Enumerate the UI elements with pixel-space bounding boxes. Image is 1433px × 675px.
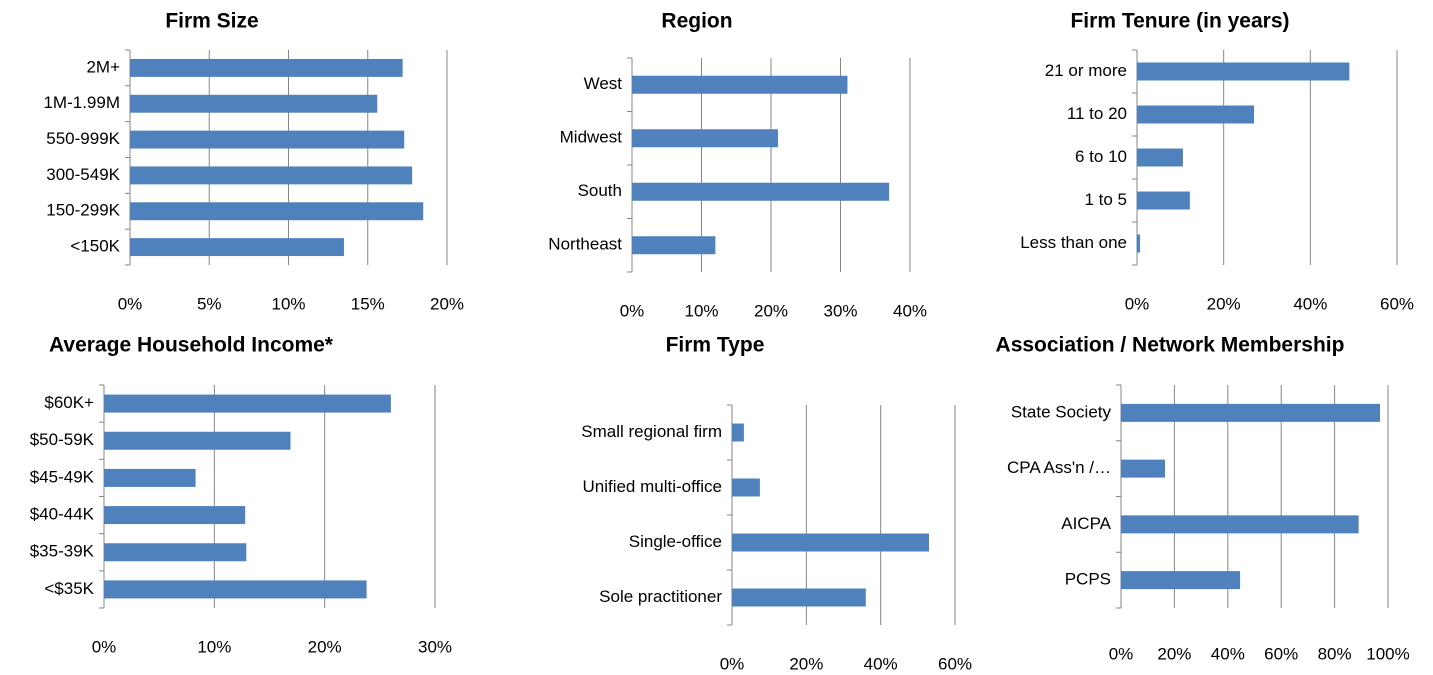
bar bbox=[130, 238, 344, 257]
bar bbox=[1137, 234, 1141, 253]
y-tick-label: 6 to 10 bbox=[1075, 147, 1127, 166]
bar bbox=[130, 166, 413, 185]
y-tick-label: Northeast bbox=[548, 235, 622, 254]
y-tick-label: West bbox=[584, 74, 623, 93]
x-tick-label: 5% bbox=[197, 294, 222, 313]
bar bbox=[1121, 459, 1166, 478]
y-tick-label: Midwest bbox=[560, 128, 623, 147]
y-tick-label: 1M-1.99M bbox=[43, 93, 120, 112]
bar bbox=[732, 478, 760, 497]
bar bbox=[130, 130, 405, 149]
bar bbox=[130, 58, 403, 77]
x-tick-label: 60% bbox=[1264, 644, 1298, 663]
x-tick-label: 60% bbox=[938, 654, 972, 673]
x-tick-label: 40% bbox=[1211, 644, 1245, 663]
x-tick-label: 60% bbox=[1380, 294, 1414, 313]
y-tick-label: 2M+ bbox=[86, 57, 120, 76]
y-tick-label: <$35K bbox=[44, 579, 94, 598]
x-tick-label: 15% bbox=[351, 294, 385, 313]
bar bbox=[1121, 571, 1241, 590]
y-tick-label: Small regional firm bbox=[581, 422, 722, 441]
x-tick-label: 0% bbox=[720, 654, 745, 673]
bar bbox=[130, 202, 424, 221]
x-tick-label: 30% bbox=[418, 637, 452, 656]
bar bbox=[104, 394, 391, 413]
y-tick-label: AICPA bbox=[1061, 514, 1111, 533]
y-tick-label: $40-44K bbox=[30, 505, 95, 524]
y-tick-label: Unified multi-office bbox=[582, 477, 722, 496]
bar bbox=[1121, 403, 1380, 422]
x-tick-label: 40% bbox=[864, 654, 898, 673]
x-tick-label: 20% bbox=[1207, 294, 1241, 313]
bar bbox=[1121, 515, 1359, 534]
bar bbox=[1137, 191, 1190, 210]
chart-title: Association / Network Membership bbox=[996, 334, 1345, 357]
bar bbox=[104, 580, 367, 599]
x-tick-label: 40% bbox=[893, 301, 927, 320]
x-tick-label: 30% bbox=[823, 301, 857, 320]
x-tick-label: 100% bbox=[1366, 644, 1409, 663]
chart-title: Firm Tenure (in years) bbox=[1070, 10, 1289, 33]
x-tick-label: 20% bbox=[430, 294, 464, 313]
bar bbox=[632, 182, 890, 201]
bar bbox=[1137, 62, 1350, 81]
bar bbox=[1137, 148, 1183, 167]
y-tick-label: $60K+ bbox=[44, 393, 94, 412]
y-tick-label: 550-999K bbox=[46, 129, 120, 148]
y-tick-label: $35-39K bbox=[30, 542, 95, 561]
y-tick-label: CPA Ass'n /… bbox=[1007, 458, 1111, 477]
chart-title: Average Household Income* bbox=[49, 334, 334, 357]
y-tick-label: $50-59K bbox=[30, 430, 95, 449]
bar bbox=[732, 533, 929, 552]
x-tick-label: 10% bbox=[197, 637, 231, 656]
bar bbox=[104, 468, 196, 487]
x-tick-label: 80% bbox=[1318, 644, 1352, 663]
chart-title: Firm Size bbox=[165, 10, 258, 33]
y-tick-label: 11 to 20 bbox=[1067, 104, 1127, 123]
y-tick-label: PCPS bbox=[1065, 570, 1111, 589]
x-tick-label: 0% bbox=[620, 301, 645, 320]
bar bbox=[732, 588, 866, 607]
y-tick-label: <150K bbox=[70, 237, 120, 256]
y-tick-label: South bbox=[578, 181, 622, 200]
y-tick-label: Single-office bbox=[629, 532, 722, 551]
x-tick-label: 0% bbox=[1125, 294, 1150, 313]
x-tick-label: 20% bbox=[754, 301, 788, 320]
y-tick-label: Less than one bbox=[1020, 233, 1127, 252]
y-tick-label: $45-49K bbox=[30, 467, 95, 486]
chart-title: Region bbox=[661, 10, 732, 33]
bar bbox=[104, 543, 247, 562]
x-tick-label: 20% bbox=[308, 637, 342, 656]
bar bbox=[632, 236, 716, 255]
chart-title: Firm Type bbox=[666, 334, 765, 357]
x-tick-label: 10% bbox=[271, 294, 305, 313]
bar bbox=[1137, 105, 1254, 124]
bar bbox=[632, 75, 848, 94]
x-tick-label: 20% bbox=[1157, 644, 1191, 663]
bar bbox=[104, 506, 246, 525]
bar bbox=[632, 129, 778, 148]
x-tick-label: 10% bbox=[684, 301, 718, 320]
bar bbox=[130, 94, 378, 113]
x-tick-label: 0% bbox=[1109, 644, 1134, 663]
y-tick-label: Sole practitioner bbox=[599, 587, 722, 606]
x-tick-label: 0% bbox=[118, 294, 143, 313]
y-tick-label: 150-299K bbox=[46, 201, 120, 220]
x-tick-label: 40% bbox=[1293, 294, 1327, 313]
y-tick-label: 21 or more bbox=[1045, 61, 1127, 80]
y-tick-label: 300-549K bbox=[46, 165, 120, 184]
x-tick-label: 0% bbox=[92, 637, 117, 656]
y-tick-label: State Society bbox=[1011, 402, 1112, 421]
y-tick-label: 1 to 5 bbox=[1084, 190, 1127, 209]
x-tick-label: 20% bbox=[789, 654, 823, 673]
bar bbox=[104, 431, 291, 450]
bar bbox=[732, 423, 744, 442]
